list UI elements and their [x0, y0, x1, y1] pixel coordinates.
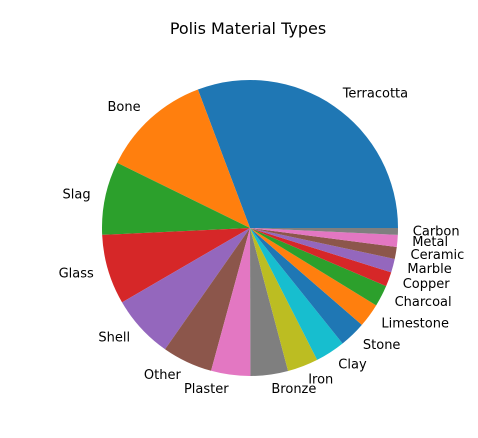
slice-limestone	[250, 228, 377, 325]
slice-label-bone: Bone	[107, 100, 140, 115]
slice-label-bronze: Bronze	[271, 382, 316, 397]
slice-label-copper: Copper	[403, 277, 451, 292]
slice-label-charcoal: Charcoal	[395, 295, 452, 310]
slice-label-ceramic: Ceramic	[411, 248, 465, 263]
slice-ceramic	[250, 228, 397, 259]
slice-label-glass: Glass	[59, 267, 94, 282]
slice-copper	[250, 228, 392, 287]
slice-label-clay: Clay	[338, 357, 367, 372]
slice-label-slag: Slag	[63, 187, 91, 202]
slice-label-stone: Stone	[363, 338, 401, 353]
slice-marble	[250, 228, 395, 273]
slice-label-terracotta: Terracotta	[342, 87, 408, 102]
slice-carbon	[250, 228, 398, 235]
slice-iron	[250, 228, 318, 372]
slice-slag	[101, 162, 250, 235]
slice-terracotta	[197, 80, 398, 228]
slice-label-iron: Iron	[308, 373, 333, 388]
slice-glass	[102, 228, 250, 303]
slice-label-shell: Shell	[98, 331, 130, 346]
slice-other	[165, 228, 250, 371]
slice-label-metal: Metal	[412, 235, 448, 250]
pie-labels: Terracotta Bone Slag Glass Shell OtherPlaster…	[59, 87, 465, 397]
slice-plaster	[211, 228, 251, 377]
slice-stone	[250, 228, 362, 344]
slice-clay	[250, 228, 343, 360]
slice-label-marble: Marble	[407, 262, 451, 277]
slice-bronze	[250, 228, 289, 376]
slice-label-limestone: Limestone	[381, 317, 449, 332]
pie-slices	[101, 80, 398, 377]
slice-metal	[250, 228, 398, 247]
slice-bone	[117, 89, 250, 228]
slice-label-carbon: Carbon	[413, 224, 460, 239]
slice-shell	[122, 228, 250, 350]
slice-label-other: Other	[144, 368, 182, 383]
slice-label-plaster: Plaster	[184, 382, 229, 397]
chart-title: Polis Material Types	[170, 19, 326, 38]
slice-charcoal	[250, 228, 387, 306]
